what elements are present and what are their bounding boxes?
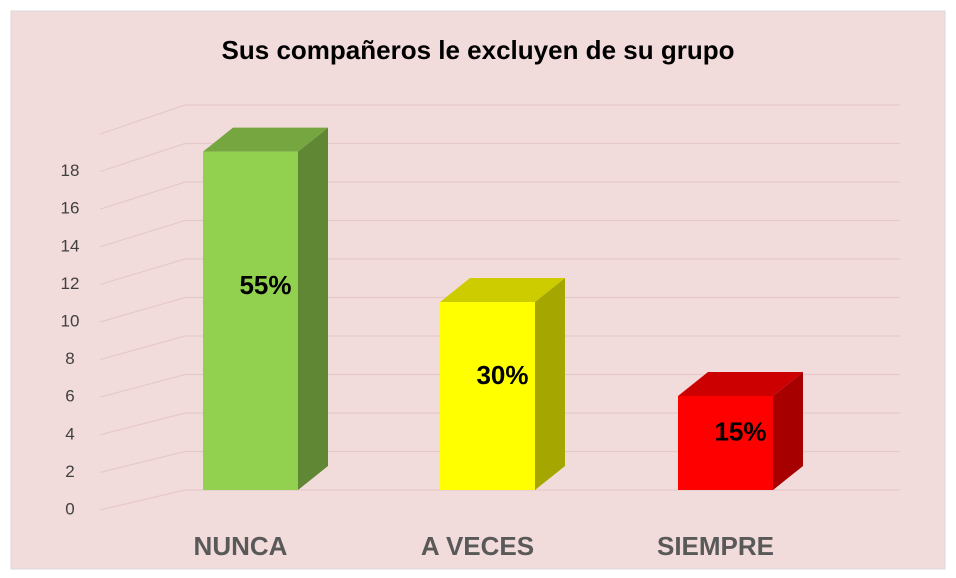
grid-line xyxy=(99,373,900,398)
y-tick-label: 4 xyxy=(65,424,74,443)
grid-line xyxy=(99,489,900,511)
x-tick-label: A VECES xyxy=(421,531,534,561)
y-tick-label: 14 xyxy=(61,236,80,255)
bar-top xyxy=(678,372,803,396)
bar-side xyxy=(298,127,328,490)
y-tick-label: 8 xyxy=(65,349,74,368)
grid-line xyxy=(99,296,900,323)
grid-line xyxy=(99,142,900,173)
grid-line xyxy=(99,335,900,361)
chart-title: Sus compañeros le excluyen de su grupo xyxy=(222,35,735,65)
grid-line xyxy=(99,450,900,473)
grid-line xyxy=(99,258,900,285)
y-tick-label: 2 xyxy=(65,462,74,481)
x-tick-label: NUNCA xyxy=(194,531,288,561)
bar-side xyxy=(773,372,803,490)
bar xyxy=(440,302,535,490)
y-tick-label: 16 xyxy=(61,199,80,218)
bar xyxy=(203,151,298,490)
bar xyxy=(678,396,773,490)
grid-line xyxy=(99,181,900,210)
y-tick-label: 18 xyxy=(61,161,80,180)
grid-line xyxy=(99,104,900,135)
y-tick-label: 0 xyxy=(65,499,74,518)
data-label: 15% xyxy=(714,416,766,446)
y-tick-label: 10 xyxy=(61,311,80,330)
y-tick-label: 12 xyxy=(61,274,80,293)
x-tick-label: SIEMPRE xyxy=(657,531,774,561)
bar-top xyxy=(440,278,565,302)
bar-side xyxy=(535,278,565,490)
y-tick-label: 6 xyxy=(65,387,74,406)
data-label: 30% xyxy=(476,360,528,390)
grid-line xyxy=(99,412,900,436)
grid-line xyxy=(99,219,900,248)
bar-top xyxy=(203,127,328,152)
data-label: 55% xyxy=(239,270,291,300)
